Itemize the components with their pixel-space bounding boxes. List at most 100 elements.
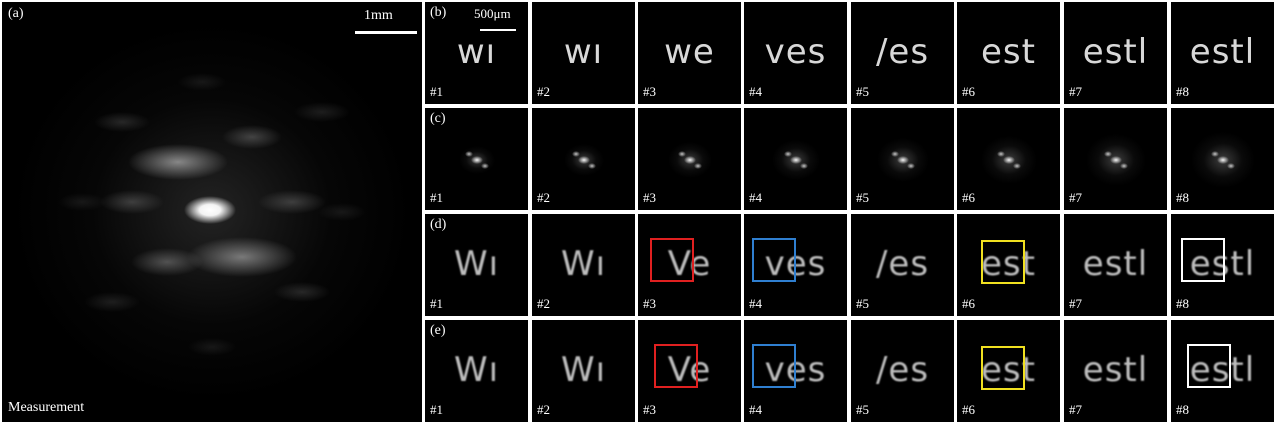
roi-box (654, 344, 698, 388)
row-b: wı #1 (b) 500μm wı #2 we #3 ves #4/es #5 est #6 estl #… (425, 2, 1278, 104)
image-cell: Wı #1 (e) (425, 320, 528, 422)
image-cell: ves #4 (744, 320, 847, 422)
frame-number: #8 (1176, 402, 1189, 417)
image-cell: est #6 (957, 2, 1060, 104)
image-cell: #6 (957, 108, 1060, 210)
image-cell: Ve #3 (638, 214, 741, 316)
frame-number: #1 (430, 190, 443, 205)
frame-number: #2 (537, 190, 550, 205)
frame-number: #5 (856, 84, 869, 99)
diffraction-pattern (744, 108, 847, 210)
object-text: we (664, 32, 715, 72)
frame-number: #2 (537, 84, 550, 99)
object-text: wı (563, 32, 604, 72)
frame-number: #6 (962, 190, 975, 205)
panel-a-label: (a) (8, 6, 24, 21)
object-text: wı (456, 32, 497, 72)
image-cell: we #3 (638, 2, 741, 104)
diffraction-pattern (425, 108, 528, 210)
results-grid: wı #1 (b) 500μm wı #2 we #3 ves #4/es #5 est #6 estl #… (425, 2, 1278, 423)
frame-number: #1 (430, 296, 443, 311)
image-cell: #3 (638, 108, 741, 210)
object-text: Wı (560, 350, 607, 390)
diffraction-pattern (532, 108, 635, 210)
frame-number: #4 (749, 84, 762, 99)
frame-number: #1 (430, 402, 443, 417)
diffraction-pattern (1064, 108, 1167, 210)
frame-number: #3 (643, 190, 656, 205)
object-text: Wı (453, 350, 500, 390)
frame-number: #8 (1176, 84, 1189, 99)
row-e: Wı #1 (e) Wı #2 Ve #3 ves #4/es #5 est #6 estl #7 estl… (425, 320, 1278, 422)
scalebar-label-b: 500μm (474, 6, 511, 21)
object-text: est (981, 350, 1036, 390)
image-cell: Wı #1 (d) (425, 214, 528, 316)
row-label: (b) (430, 5, 447, 20)
roi-box (752, 344, 796, 388)
frame-number: #8 (1176, 190, 1189, 205)
object-text: est (981, 244, 1036, 284)
object-text: estl (1082, 32, 1149, 72)
frame-number: #7 (1069, 84, 1082, 99)
object-text: Ve (667, 244, 712, 284)
frame-number: #6 (962, 402, 975, 417)
roi-box (1181, 238, 1225, 282)
frame-number: #4 (749, 190, 762, 205)
image-cell: #5 (851, 108, 954, 210)
image-cell: /es #5 (851, 214, 954, 316)
image-cell: /es #5 (851, 2, 954, 104)
scalebar-label-a: 1mm (364, 8, 393, 23)
object-text: estl (1189, 244, 1256, 284)
row-c: #1 (c) #2 #3 #4 #5 #6 #7 #8 (425, 108, 1278, 210)
image-cell: ves #4 (744, 214, 847, 316)
scalebar-a (355, 31, 417, 34)
frame-number: #5 (856, 190, 869, 205)
row-label: (e) (430, 323, 446, 338)
image-cell: estl #7 (1064, 214, 1167, 316)
diffraction-pattern (957, 108, 1060, 210)
frame-number: #2 (537, 402, 550, 417)
row-label: (c) (430, 111, 446, 126)
image-cell: Wı #2 (532, 214, 635, 316)
roi-box (1187, 344, 1231, 388)
image-cell: estl #7 (1064, 320, 1167, 422)
frame-number: #1 (430, 84, 443, 99)
row-d: Wı #1 (d) Wı #2 Ve #3 ves #4/es #5 est #6 estl #7 estl… (425, 214, 1278, 316)
diffraction-pattern (851, 108, 954, 210)
object-text: Wı (560, 244, 607, 284)
roi-box (752, 238, 796, 282)
scalebar-b (480, 29, 516, 31)
frame-number: #4 (749, 402, 762, 417)
frame-number: #3 (643, 402, 656, 417)
image-cell: #8 (1171, 108, 1274, 210)
object-text: estl (1082, 244, 1149, 284)
roi-box (981, 346, 1025, 390)
frame-number: #2 (537, 296, 550, 311)
frame-number: #7 (1069, 190, 1082, 205)
row-label: (d) (430, 217, 447, 232)
object-text: /es (875, 244, 930, 284)
frame-number: #5 (856, 296, 869, 311)
frame-number: #6 (962, 84, 975, 99)
frame-number: #3 (643, 84, 656, 99)
object-text: /es (875, 350, 930, 390)
image-cell: Ve #3 (638, 320, 741, 422)
object-text: Ve (667, 350, 712, 390)
diffraction-pattern (1171, 108, 1274, 210)
speckle-image (2, 2, 422, 422)
frame-number: #6 (962, 296, 975, 311)
roi-box (650, 238, 694, 282)
measurement-panel: (a) 1mm Measurement (2, 2, 422, 422)
frame-number: #7 (1069, 402, 1082, 417)
object-text: est (981, 32, 1036, 72)
frame-number: #8 (1176, 296, 1189, 311)
measurement-caption: Measurement (8, 400, 85, 415)
frame-number: #7 (1069, 296, 1082, 311)
image-cell: estl #7 (1064, 2, 1167, 104)
roi-box (981, 240, 1025, 284)
object-text: estl (1189, 32, 1256, 72)
image-cell: #2 (532, 108, 635, 210)
image-cell: Wı #2 (532, 320, 635, 422)
image-cell: #7 (1064, 108, 1167, 210)
object-text: Wı (453, 244, 500, 284)
